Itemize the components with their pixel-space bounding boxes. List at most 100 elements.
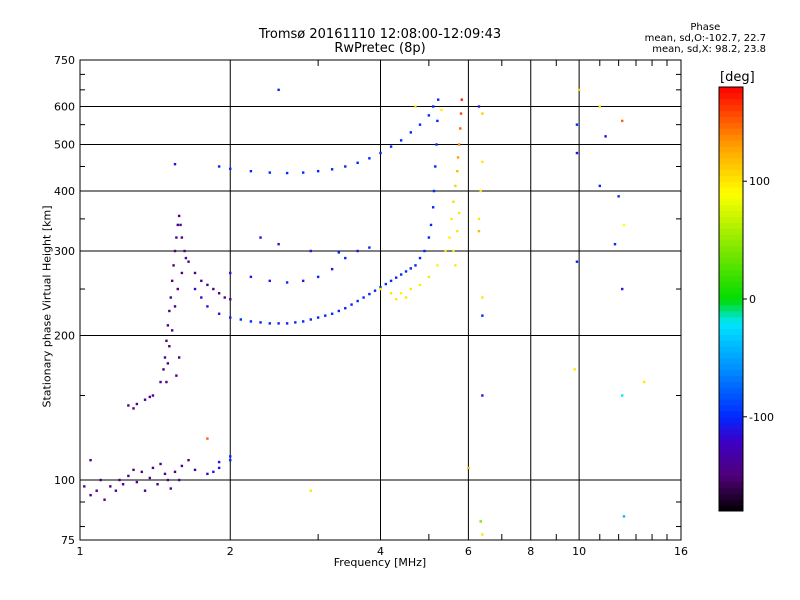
data-point: [389, 145, 393, 148]
colorbar-segment: [719, 263, 743, 271]
colorbar-segment: [719, 204, 743, 212]
colorbar-segment: [719, 363, 743, 371]
data-point: [409, 287, 412, 291]
colorbar-segment: [719, 92, 743, 100]
data-point: [344, 165, 347, 168]
data-point: [444, 249, 447, 253]
data-point: [268, 322, 271, 325]
data-point: [165, 380, 168, 384]
data-point: [479, 189, 482, 193]
data-point: [83, 485, 86, 488]
data-point: [229, 458, 232, 462]
data-point: [151, 394, 155, 397]
colorbar-segment: [719, 275, 743, 282]
data-point: [598, 184, 601, 188]
data-point: [277, 88, 280, 92]
colorbar-segment: [719, 381, 743, 388]
colorbar-segment: [719, 434, 743, 441]
data-point: [206, 283, 209, 287]
data-point: [598, 105, 601, 108]
data-point: [170, 279, 174, 283]
x-tick-label: 4: [377, 545, 384, 558]
data-point: [177, 356, 181, 359]
data-point: [140, 470, 144, 474]
data-point: [180, 271, 184, 275]
data-point: [95, 489, 98, 492]
data-point: [324, 314, 327, 317]
data-point: [151, 466, 155, 470]
data-point: [259, 236, 262, 239]
data-point: [170, 329, 174, 332]
colorbar-segment: [719, 422, 743, 430]
data-point: [169, 296, 172, 299]
data-point: [459, 127, 462, 130]
colorbar-segment: [719, 487, 743, 494]
colorbar-segment: [719, 193, 743, 200]
data-point: [294, 321, 297, 324]
data-point: [344, 307, 347, 310]
colorbar-segment: [719, 357, 743, 365]
colorbar-segment: [719, 293, 743, 300]
colorbar-segment: [719, 452, 743, 459]
y-tick-label: 500: [54, 139, 75, 152]
data-point: [409, 267, 412, 270]
colorbar-segment: [719, 234, 743, 241]
data-point: [409, 131, 412, 134]
data-point: [457, 143, 461, 146]
data-point: [481, 314, 484, 317]
colorbar-segment: [719, 257, 743, 265]
data-point: [200, 279, 203, 283]
data-point: [452, 200, 455, 203]
data-point: [481, 533, 484, 536]
data-point: [404, 296, 408, 299]
data-point: [173, 305, 177, 308]
data-point: [427, 114, 431, 117]
data-point: [99, 478, 102, 482]
data-point: [389, 279, 393, 283]
colorbar-segment: [719, 104, 743, 112]
data-point: [132, 407, 135, 410]
data-point: [223, 296, 226, 299]
colorbar-segment: [719, 399, 743, 406]
data-point: [180, 464, 184, 468]
data-point: [440, 108, 443, 112]
data-point: [180, 236, 184, 239]
data-point: [175, 374, 178, 377]
colorbar-segment: [719, 304, 743, 312]
x-tick-label: 2: [227, 545, 234, 558]
data-point: [617, 195, 620, 198]
colorbar-segment: [719, 251, 743, 259]
colorbar-segment: [719, 340, 743, 347]
data-point: [467, 466, 470, 470]
data-point: [622, 515, 626, 518]
data-point: [148, 395, 152, 399]
data-point: [172, 264, 175, 267]
data-point: [427, 275, 431, 279]
data-point: [179, 223, 182, 227]
data-point: [162, 368, 165, 371]
colorbar-segment: [719, 481, 743, 488]
colorbar-segment: [719, 110, 743, 117]
data-point: [187, 260, 190, 263]
data-point: [414, 264, 417, 267]
data-point: [301, 279, 305, 283]
data-point: [481, 112, 484, 115]
data-point: [177, 214, 181, 218]
data-point: [452, 249, 455, 253]
colorbar-segment: [719, 98, 743, 106]
colorbar-segment: [719, 405, 743, 412]
data-point: [356, 299, 359, 303]
data-point: [285, 281, 289, 284]
data-point: [285, 322, 289, 325]
data-point: [429, 223, 433, 227]
data-point: [148, 476, 152, 480]
data-point: [89, 493, 92, 497]
data-point: [575, 151, 579, 155]
data-point: [379, 286, 382, 289]
data-point: [394, 298, 398, 301]
colorbar-segment: [719, 87, 743, 94]
colorbar-segment: [719, 387, 743, 394]
data-point: [206, 437, 209, 440]
colorbar-segment: [719, 505, 743, 512]
